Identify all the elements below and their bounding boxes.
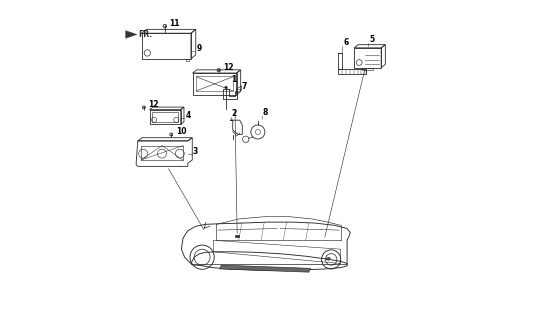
Text: FR.: FR. [138, 30, 152, 39]
Text: 1: 1 [231, 75, 237, 84]
Text: 5: 5 [370, 35, 375, 44]
Circle shape [225, 86, 227, 89]
Text: 10: 10 [176, 127, 187, 136]
Text: 3: 3 [193, 147, 198, 156]
Text: 9: 9 [197, 44, 202, 53]
Text: 11: 11 [170, 19, 180, 28]
Text: 7: 7 [242, 82, 247, 91]
Text: 12: 12 [148, 100, 159, 109]
Polygon shape [126, 31, 137, 38]
Text: 12: 12 [223, 62, 234, 71]
Bar [235, 235, 239, 237]
Polygon shape [219, 265, 310, 272]
Text: 6: 6 [344, 38, 349, 47]
Text: 8: 8 [263, 108, 268, 117]
Polygon shape [326, 257, 331, 260]
Text: 4: 4 [185, 111, 191, 120]
Text: 2: 2 [232, 109, 237, 118]
